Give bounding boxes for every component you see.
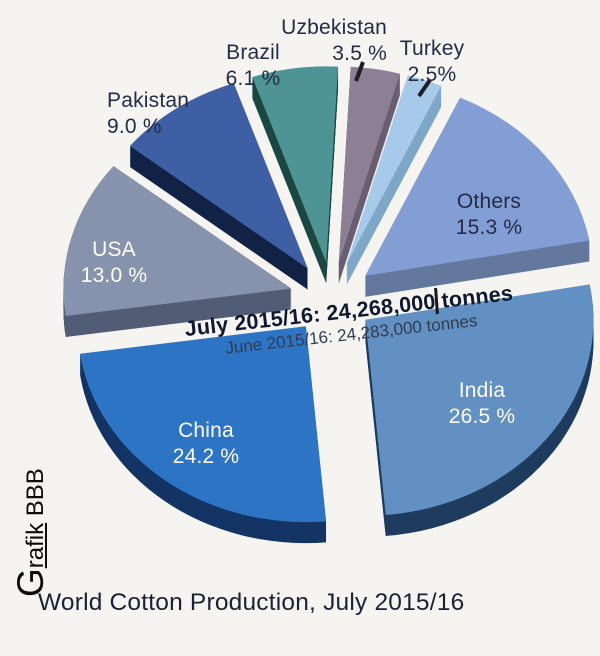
slice-label-china-pct: 24.2 % [172,445,240,468]
slice-label-india-pct: 26.5 % [448,405,516,428]
leader-lines [354,61,432,98]
slice-label-usa-pct: 13.0 % [80,264,148,287]
slice-label-india-name: India [458,379,506,402]
slice-label-uzbekistan: Uzbekistan 3.5 % [281,15,387,67]
slice-label-uzbekistan-pct: 3.5 % [332,42,387,65]
pie-slice-turkey [346,75,442,286]
pie-slice-others [365,97,590,297]
slice-label-brazil-pct: 6.1 % [225,67,281,90]
slice-label-china-name: China [178,419,234,442]
slice-label-others-name: Others [456,190,522,213]
slice-label-pakistan-pct: 9.0 % [107,115,162,138]
slice-label-pakistan-name: Pakistan [107,89,190,112]
slice-label-india: India 26.5 % [449,378,516,430]
watermark-initial: G [10,568,51,597]
pie-slice-india [365,284,594,536]
slice-label-turkey-name: Turkey [399,37,465,60]
slice-label-china: China 24.2 % [173,418,240,470]
uzbekistan-leader-line [354,61,365,82]
pie-slices [63,66,594,544]
pie-slice-pakistan [129,83,308,290]
watermark-grafik-bbb: Grafik BBB [10,468,52,597]
slice-label-brazil: Brazil 6.1 % [226,40,281,92]
slice-label-uzbekistan-name: Uzbekistan [281,16,387,39]
slice-label-brazil-name: Brazil [226,41,280,64]
chart-title: World Cotton Production, July 2015/16 [38,589,465,616]
pie-slice-uzbekistan [338,66,400,284]
pie-slice-china [80,326,327,544]
pie-slice-brazil [252,66,339,284]
watermark-suffix: BBB [22,468,49,523]
slice-label-others: Others 15.3 % [456,189,523,241]
slice-label-turkey-pct: 2.5% [407,63,457,86]
slice-label-pakistan: Pakistan 9.0 % [107,88,189,140]
slice-label-usa: USA 13.0 % [81,237,148,289]
slice-label-others-pct: 15.3 % [455,216,523,239]
pie-slice-usa [63,166,292,337]
turkey-leader-line [417,78,432,98]
watermark-underlined: rafik [22,522,49,569]
slice-label-turkey: Turkey 2.5% [400,36,465,88]
slice-label-usa-name: USA [92,238,136,261]
